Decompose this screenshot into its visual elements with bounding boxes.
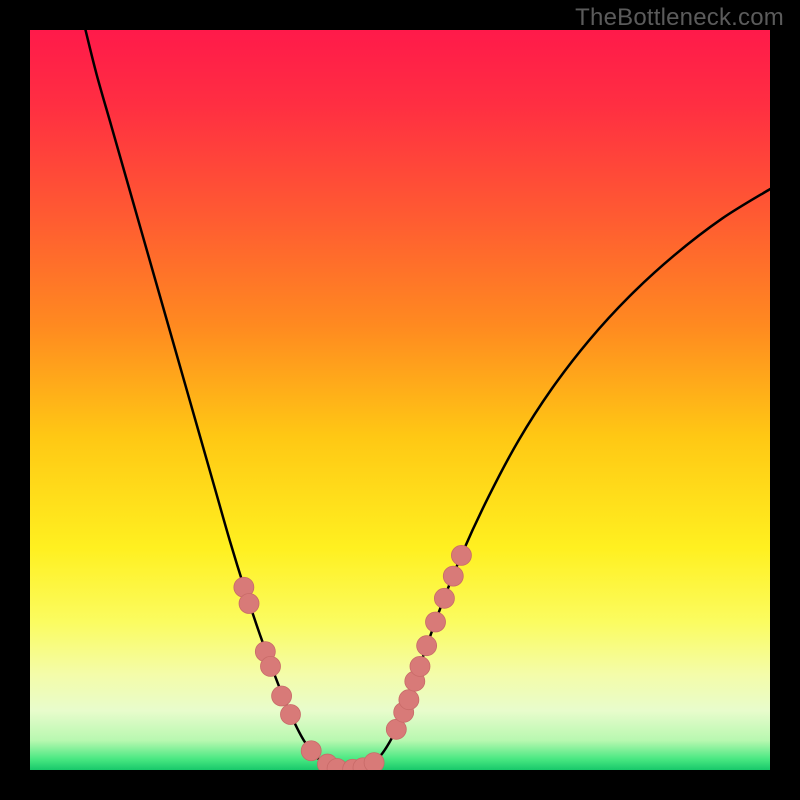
data-marker — [301, 741, 321, 761]
data-marker — [443, 566, 463, 586]
data-marker — [426, 612, 446, 632]
data-marker — [239, 594, 259, 614]
watermark-text: TheBottleneck.com — [575, 4, 784, 32]
data-marker — [399, 690, 419, 710]
data-marker — [410, 656, 430, 676]
data-marker — [364, 753, 384, 770]
data-marker — [280, 705, 300, 725]
chart-frame: TheBottleneck.com — [0, 0, 800, 800]
chart-plot — [30, 30, 770, 770]
data-marker — [434, 588, 454, 608]
data-marker — [451, 545, 471, 565]
chart-background — [30, 30, 770, 770]
data-marker — [261, 656, 281, 676]
data-marker — [272, 686, 292, 706]
data-marker — [417, 636, 437, 656]
